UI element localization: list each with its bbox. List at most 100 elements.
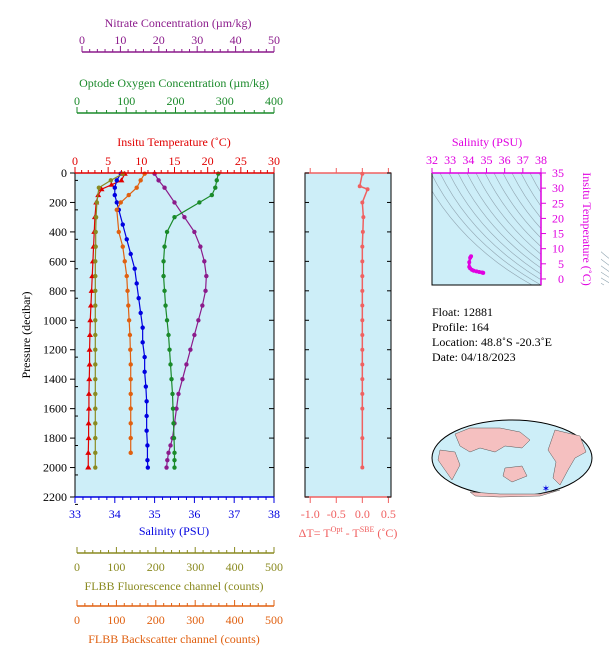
oxygen-axis: 0 100 200 300 400 bbox=[74, 94, 283, 114]
series-point-5 bbox=[126, 318, 132, 323]
series-point-3 bbox=[171, 421, 176, 426]
delta-t-point bbox=[360, 436, 365, 441]
temperature-point bbox=[88, 287, 95, 293]
ts-temperature-tick-label: 5 bbox=[558, 257, 564, 271]
series-point-2 bbox=[182, 214, 187, 220]
contour-clip-left bbox=[412, 167, 432, 287]
series-point-3 bbox=[171, 435, 177, 441]
series-point-1 bbox=[132, 266, 137, 271]
series-point-3 bbox=[167, 347, 172, 352]
fluorescence-axis-tick-label: 400 bbox=[226, 560, 244, 574]
nitrate-axis-tick-label: 10 bbox=[114, 33, 126, 47]
series-point-4 bbox=[93, 465, 98, 470]
delta-t-point bbox=[360, 406, 365, 411]
delta-t-point bbox=[360, 288, 365, 293]
pressure-axis-label: Pressure (decibar) bbox=[19, 292, 33, 379]
series-point-2 bbox=[202, 259, 207, 264]
series-point-1 bbox=[140, 340, 145, 345]
series-point-5 bbox=[128, 421, 133, 426]
delta-t-point bbox=[360, 244, 365, 249]
series-point-5 bbox=[128, 435, 133, 441]
float-info: Float: 12881 Profile: 164 Location: 48.8… bbox=[432, 305, 552, 364]
series-point-1 bbox=[124, 237, 129, 242]
temperature-point bbox=[85, 390, 92, 396]
ts-temperature-tick-label: 10 bbox=[552, 242, 564, 256]
backscatter-axis-tick-label: 300 bbox=[186, 613, 204, 627]
pressure-axis: 0 200 400 600 800 1000 1200 1400 1600 1800 2000 220… bbox=[43, 166, 274, 505]
temperature-axis-tick-label: 20 bbox=[202, 154, 214, 168]
pressure-tick-label: 1000 bbox=[43, 313, 67, 327]
delta-t-label-sup2: SBE bbox=[360, 525, 375, 534]
ts-point bbox=[468, 255, 473, 260]
series-point-5 bbox=[124, 273, 129, 279]
series-point-3 bbox=[213, 185, 218, 190]
delta-t-point bbox=[360, 259, 365, 264]
delta-t-point bbox=[360, 200, 365, 205]
delta-t-point bbox=[360, 377, 365, 382]
series-point-1 bbox=[145, 465, 151, 470]
series-point-4 bbox=[93, 259, 98, 264]
series-point-3 bbox=[161, 259, 166, 264]
fluorescence-axis-tick-label: 200 bbox=[147, 560, 165, 574]
series-point-4 bbox=[93, 303, 98, 308]
fluorescence-axis-tick-label: 0 bbox=[74, 560, 80, 574]
delta-t-point bbox=[360, 333, 365, 337]
salinity-axis-tick-label: 34 bbox=[109, 507, 121, 521]
delta-t-label-pre: ΔT= T bbox=[299, 526, 332, 540]
salinity-axis-tick-label: 38 bbox=[268, 507, 280, 521]
series-point-1 bbox=[114, 200, 119, 205]
salinity-axis-tick-label: 37 bbox=[228, 507, 240, 521]
series-line-5 bbox=[116, 173, 146, 453]
oxygen-axis-tick-label: 400 bbox=[265, 94, 283, 108]
series-point-5 bbox=[126, 192, 131, 198]
ts-series bbox=[467, 254, 486, 275]
series-point-5 bbox=[122, 259, 127, 264]
series-point-4 bbox=[93, 406, 98, 411]
series-point-4 bbox=[93, 421, 98, 426]
series-point-4 bbox=[93, 362, 98, 367]
fluorescence-axis-tick-label: 500 bbox=[265, 560, 283, 574]
map-continent-asia bbox=[454, 427, 531, 453]
pressure-tick-label: 2000 bbox=[43, 461, 67, 475]
oxygen-axis-tick-label: 100 bbox=[117, 94, 135, 108]
ts-salinity-tick-label: 38 bbox=[535, 153, 547, 167]
series-point-5 bbox=[138, 178, 143, 183]
delta-t-tick-label: 0.0 bbox=[355, 507, 370, 521]
salinity-axis-tick-label: 36 bbox=[188, 507, 200, 521]
series-point-1 bbox=[145, 443, 150, 448]
series-point-2 bbox=[204, 273, 209, 279]
series-point-4 bbox=[96, 185, 102, 190]
series-point-2 bbox=[174, 406, 179, 411]
series-point-3 bbox=[172, 450, 177, 456]
series-point-1 bbox=[114, 178, 119, 183]
temperature-point bbox=[86, 376, 93, 382]
ts-salinity-label: Salinity (PSU) bbox=[452, 135, 522, 149]
series-point-1 bbox=[142, 369, 147, 375]
series-point-1 bbox=[144, 428, 149, 433]
series-point-1 bbox=[112, 192, 118, 198]
pressure-tick-label: 400 bbox=[49, 225, 67, 239]
oxygen-axis-tick-label: 200 bbox=[167, 94, 185, 108]
salinity-axis-tick-label: 33 bbox=[69, 507, 81, 521]
series-point-2 bbox=[168, 443, 173, 448]
temperature-axis-tick-label: 25 bbox=[235, 154, 247, 168]
series-point-1 bbox=[112, 185, 118, 190]
ts-temperature-tick-label: 20 bbox=[552, 211, 564, 225]
delta-t-tick-label: 0.5 bbox=[381, 507, 396, 521]
salinity-axis-label: Salinity (PSU) bbox=[139, 524, 209, 538]
backscatter-axis-tick-label: 200 bbox=[147, 613, 165, 627]
density-contour bbox=[439, 172, 551, 286]
ts-salinity-tick-label: 34 bbox=[462, 153, 474, 167]
main-profile-series bbox=[85, 170, 221, 470]
series-point-1 bbox=[128, 251, 133, 257]
pressure-tick-label: 1400 bbox=[43, 372, 67, 386]
series-point-4 bbox=[93, 214, 99, 220]
delta-t-tick-label: -1.0 bbox=[301, 507, 320, 521]
series-point-5 bbox=[125, 288, 130, 294]
delta-t-line bbox=[358, 173, 369, 468]
pressure-tick-label: 0 bbox=[61, 166, 67, 180]
fluorescence-axis: 0 100 200 300 400 500 bbox=[74, 547, 283, 574]
pressure-tick-label: 200 bbox=[49, 195, 67, 209]
